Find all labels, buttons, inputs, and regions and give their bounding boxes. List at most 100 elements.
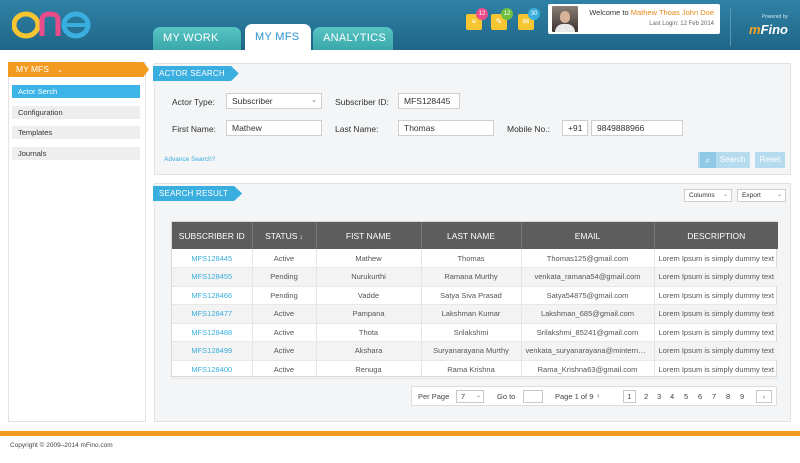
- page-2[interactable]: 2: [644, 392, 649, 401]
- page-6[interactable]: 6: [698, 392, 703, 401]
- page-4[interactable]: 4: [670, 392, 675, 401]
- tab-my-mfs[interactable]: MY MFS: [245, 24, 311, 50]
- subscriber-id-link[interactable]: MFS128499: [172, 341, 253, 361]
- one-logo[interactable]: [11, 8, 92, 42]
- column-header-last-name[interactable]: LAST NAME: [421, 222, 522, 249]
- subscriber-id-link[interactable]: MFS128445: [172, 249, 253, 268]
- tab-my-work-list[interactable]: MY WORK LIST: [153, 27, 241, 67]
- table-row[interactable]: MFS128488 Active Thota Srilakshmi Srilak…: [172, 323, 778, 342]
- column-header-status[interactable]: STATUS ↓: [252, 222, 317, 249]
- chevron-down-icon: ⌄: [722, 192, 728, 198]
- email-cell: Rama_Krishna63@gmail.com: [521, 360, 655, 379]
- sidebar-item-templates[interactable]: Templates: [12, 126, 140, 139]
- columns-label: Columns: [689, 192, 715, 199]
- column-header-email[interactable]: EMAIL: [521, 222, 655, 249]
- search-result-title: SEARCH RESULT: [153, 186, 243, 201]
- notification-count: 12: [476, 8, 488, 20]
- tab-analytics[interactable]: ANALYTICS: [313, 27, 393, 50]
- last-name-cell: Ramana Murthy: [421, 267, 522, 287]
- subscriber-id-link[interactable]: MFS128488: [172, 323, 253, 342]
- prev-page-icon[interactable]: ‹: [597, 391, 600, 400]
- search-button-label: Search: [719, 155, 746, 164]
- per-page-label: Per Page: [418, 392, 450, 401]
- table-row[interactable]: MFS128400 Active Renuga Rama Krishna Ram…: [172, 360, 778, 379]
- table-row[interactable]: MFS128445 Active Mathew Thomas Thomas125…: [172, 249, 778, 268]
- email-cell: Satya54875@gmail.com: [521, 286, 655, 305]
- notification-tasks[interactable]: ✎ 12: [491, 8, 513, 30]
- advance-search-link[interactable]: Advance Search?: [164, 156, 216, 163]
- welcome-text: Welcome to Mathew Thoas John Doe: [589, 8, 714, 17]
- column-header-first-name[interactable]: FIST NAME: [316, 222, 422, 249]
- header-label: LAST NAME: [446, 230, 496, 241]
- actor-type-value: Subscriber: [232, 96, 273, 106]
- mail-icon: ✉: [522, 17, 530, 26]
- footer-bar: [0, 431, 800, 436]
- table-row[interactable]: MFS128466 Pending Vadde Satya Siva Prasa…: [172, 286, 778, 305]
- header-label: FIST NAME: [345, 230, 392, 241]
- subscriber-id-field[interactable]: MFS128445: [398, 93, 460, 109]
- table-row[interactable]: MFS128477 Active Pampana Lakshman Kumar …: [172, 304, 778, 324]
- sort-down-icon[interactable]: ↓: [299, 233, 303, 241]
- email-cell: Thomas125@gmail.com: [521, 249, 655, 268]
- one-logo-mark: [11, 11, 91, 39]
- export-dropdown[interactable]: Export ⌄: [737, 189, 786, 202]
- brand-m: m: [749, 22, 761, 37]
- actor-type-select[interactable]: Subscriber ⌄: [226, 93, 322, 109]
- mobile-label: Mobile No.:: [507, 124, 550, 134]
- first-name-field[interactable]: Mathew: [226, 120, 322, 136]
- sidebar-title: MY MFS: [16, 64, 49, 74]
- mobile-code-field[interactable]: +91: [562, 120, 588, 136]
- sidebar-item-journals[interactable]: Journals: [12, 147, 140, 160]
- pagination: Per Page 7 ⌄ Go to Page 1 of 9 ‹ 1 2 3 4…: [411, 386, 777, 406]
- mobile-number-field[interactable]: 9849888966: [591, 120, 683, 136]
- status-cell: Active: [252, 341, 317, 361]
- actor-type-label: Actor Type:: [172, 97, 215, 107]
- status-cell: Active: [252, 249, 317, 268]
- description-cell: Lorem Ipsum is simply dummy text: [654, 323, 778, 342]
- last-name-cell: Suryanarayana Murthy: [421, 341, 522, 361]
- column-header-description[interactable]: DESCRIPTION: [654, 222, 778, 249]
- column-header-subscriber-id[interactable]: SUBSCRIBER ID: [172, 222, 253, 249]
- page-1[interactable]: 1: [623, 390, 636, 403]
- last-login: Last Login: 12 Feb 2014: [649, 21, 714, 27]
- first-name-cell: Nurukurthi: [316, 267, 422, 287]
- page-3[interactable]: 3: [657, 392, 662, 401]
- page-9[interactable]: 9: [740, 392, 745, 401]
- description-cell: Lorem Ipsum is simply dummy text: [654, 341, 778, 361]
- subscriber-id-label: Subscriber ID:: [335, 97, 389, 107]
- email-cell: venkata_suryanarayana@minternet.com: [521, 341, 655, 361]
- goto-page-input[interactable]: [523, 390, 543, 403]
- next-page-icon[interactable]: ›: [756, 390, 772, 403]
- page-7[interactable]: 7: [712, 392, 717, 401]
- per-page-select[interactable]: 7 ⌄: [456, 390, 484, 403]
- last-name-cell: Satya Siva Prasad: [421, 286, 522, 305]
- clipboard-icon: ✎: [495, 17, 503, 26]
- last-name-field[interactable]: Thomas: [398, 120, 494, 136]
- search-icon: ⌕: [699, 152, 716, 168]
- subscriber-id-link[interactable]: MFS128400: [172, 360, 253, 379]
- subscriber-id-link[interactable]: MFS128466: [172, 286, 253, 305]
- subscriber-id-link[interactable]: MFS128477: [172, 304, 253, 324]
- actor-search-title: ACTOR SEARCH: [153, 66, 239, 81]
- table-row[interactable]: MFS128499 Active Akshara Suryanarayana M…: [172, 341, 778, 361]
- subscriber-id-link[interactable]: MFS128455: [172, 267, 253, 287]
- first-name-cell: Akshara: [316, 341, 422, 361]
- mfino-logo: mFino: [749, 22, 788, 37]
- page-5[interactable]: 5: [684, 392, 689, 401]
- columns-dropdown[interactable]: Columns ⌄: [684, 189, 732, 202]
- first-name-label: First Name:: [172, 124, 216, 134]
- header-label: SUBSCRIBER ID: [178, 230, 245, 241]
- notification-list[interactable]: ≡ 12: [466, 8, 488, 30]
- powered-by: Powered by: [761, 14, 788, 20]
- page-8[interactable]: 8: [726, 392, 731, 401]
- sidebar-header[interactable]: MY MFS ⌄: [8, 62, 149, 77]
- sidebar-item-actor-search[interactable]: Actor Serch: [12, 85, 140, 98]
- notification-mail[interactable]: ✉ 30: [518, 8, 540, 30]
- status-cell: Active: [252, 323, 317, 342]
- sidebar-item-configuration[interactable]: Configuration: [12, 106, 140, 119]
- user-panel[interactable]: Welcome to Mathew Thoas John Doe Last Lo…: [548, 4, 720, 34]
- table-row[interactable]: MFS128455 Pending Nurukurthi Ramana Murt…: [172, 267, 778, 287]
- sidebar: MY MFS ⌄ Actor Serch Configuration Templ…: [8, 62, 149, 422]
- reset-button[interactable]: Reset: [755, 152, 785, 168]
- search-button[interactable]: ⌕ Search: [698, 152, 750, 168]
